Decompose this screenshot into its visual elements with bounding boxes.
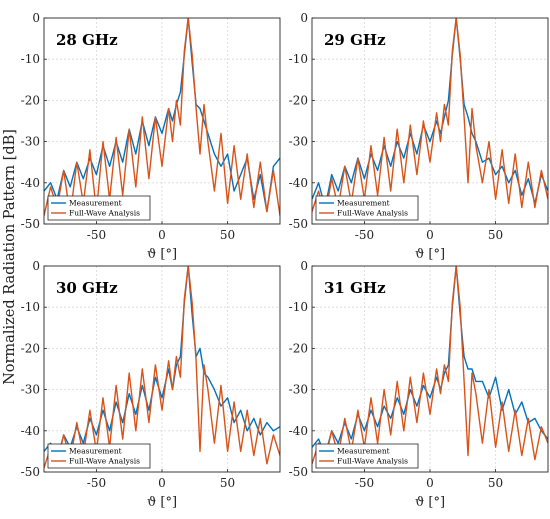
legend-box (47, 443, 151, 469)
y-tick-label: -20 (289, 93, 308, 107)
legend-box (315, 443, 419, 469)
x-axis-label: ϑ [°] (415, 247, 445, 262)
y-tick-label: -20 (21, 341, 40, 355)
x-axis-label: ϑ [°] (415, 495, 445, 510)
x-tick-label: 0 (426, 228, 434, 242)
legend-label-measurement: Measurement (69, 447, 122, 456)
legend-label-full-wave: Full-Wave Analysis (337, 457, 408, 466)
y-tick-label: -10 (289, 52, 308, 66)
x-axis-label: ϑ [°] (147, 247, 177, 262)
legend-label-measurement: Measurement (337, 199, 390, 208)
chart-panel-1: -50 0 50 0 -10 -20 -30 -40 -50 28 GHz ϑ [°] Measure… (21, 11, 281, 262)
plot-area (44, 18, 280, 224)
y-tick-label: -30 (21, 383, 40, 397)
y-tick-label: 0 (32, 259, 40, 273)
y-tick-label: -10 (21, 52, 40, 66)
series-line-full-wave (312, 266, 548, 465)
x-tick-label: 50 (220, 228, 235, 242)
series-line-full-wave (44, 18, 280, 217)
y-tick-label: -40 (21, 176, 40, 190)
y-tick-label: -20 (289, 341, 308, 355)
y-tick-label: -50 (289, 217, 308, 231)
y-tick-label: -30 (289, 383, 308, 397)
panel-title: 31 GHz (324, 279, 386, 297)
plot-area (44, 266, 280, 472)
y-tick-label: -50 (289, 465, 308, 479)
panel-title: 29 GHz (324, 31, 386, 49)
x-tick-label: 50 (220, 476, 235, 490)
x-tick-label: 50 (488, 476, 503, 490)
legend-box (47, 195, 151, 221)
x-tick-label: -50 (87, 476, 106, 490)
y-tick-label: -10 (21, 300, 40, 314)
x-tick-label: 50 (488, 228, 503, 242)
chart-panel-3: -50 0 50 0 -10 -20 -30 -40 -50 30 GHz ϑ [°] Measure… (21, 259, 281, 510)
y-tick-label: -50 (21, 217, 40, 231)
y-tick-label: 0 (32, 11, 40, 25)
series-line-full-wave (312, 18, 548, 217)
chart-panel-4: -50 0 50 0 -10 -20 -30 -40 -50 31 GHz ϑ [°] Measure… (289, 259, 549, 510)
legend-box (315, 195, 419, 221)
y-tick-label: 0 (300, 259, 308, 273)
series-line-full-wave (44, 266, 280, 469)
y-tick-label: -10 (289, 300, 308, 314)
x-tick-label: 0 (158, 228, 166, 242)
x-tick-label: -50 (87, 228, 106, 242)
y-tick-label: -30 (289, 135, 308, 149)
legend-label-full-wave: Full-Wave Analysis (69, 209, 140, 218)
x-tick-label: 0 (426, 476, 434, 490)
legend-label-full-wave: Full-Wave Analysis (69, 457, 140, 466)
y-tick-label: -50 (21, 465, 40, 479)
x-tick-label: 0 (158, 476, 166, 490)
y-tick-label: 0 (300, 11, 308, 25)
y-tick-label: -30 (21, 135, 40, 149)
y-tick-label: -40 (21, 424, 40, 438)
chart-panel-2: -50 0 50 0 -10 -20 -30 -40 -50 29 GHz ϑ [°] Measure… (289, 11, 549, 262)
plot-area (312, 18, 548, 224)
x-tick-label: -50 (355, 476, 374, 490)
legend-label-full-wave: Full-Wave Analysis (337, 209, 408, 218)
x-tick-label: -50 (355, 228, 374, 242)
x-axis-label: ϑ [°] (147, 495, 177, 510)
y-tick-label: -40 (289, 176, 308, 190)
legend-label-measurement: Measurement (69, 199, 122, 208)
y-tick-label: -40 (289, 424, 308, 438)
panel-title: 30 GHz (56, 279, 118, 297)
legend-label-measurement: Measurement (337, 447, 390, 456)
y-axis-label: Normalized Radiation Pattern [dB] (2, 129, 18, 385)
panel-title: 28 GHz (56, 31, 118, 49)
y-tick-label: -20 (21, 93, 40, 107)
